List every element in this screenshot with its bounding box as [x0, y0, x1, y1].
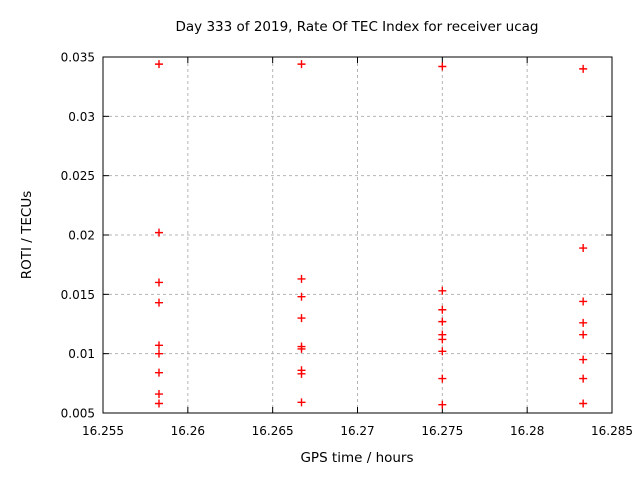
- plot-border: [102, 56, 613, 414]
- y-tick-labels: 0.005 0.01 0.015 0.02 0.025 0.03 0.035: [61, 51, 95, 421]
- data-point-marker: [297, 274, 306, 283]
- x-tick-label: 16.285: [591, 424, 633, 438]
- data-point-marker: [579, 297, 588, 306]
- y-tick-label: 0.005: [61, 407, 95, 421]
- data-point-marker: [579, 399, 588, 408]
- gridlines: [103, 57, 612, 413]
- chart-title: Day 333 of 2019, Rate Of TEC Index for r…: [176, 19, 539, 35]
- data-point-marker: [154, 278, 163, 287]
- y-tick-label: 0.015: [61, 288, 95, 302]
- y-tick-label: 0.01: [68, 347, 95, 361]
- y-tick-label: 0.025: [61, 169, 95, 183]
- data-point-marker: [438, 286, 447, 295]
- data-point-marker: [297, 314, 306, 323]
- data-point-marker: [438, 62, 447, 71]
- data-point-marker: [579, 318, 588, 327]
- data-point-marker: [438, 335, 447, 344]
- x-tick-label: 16.265: [252, 424, 294, 438]
- data-point-marker: [154, 368, 163, 377]
- data-point-marker: [438, 317, 447, 326]
- data-point-marker: [154, 298, 163, 307]
- data-point-marker: [579, 374, 588, 383]
- data-point-marker: [579, 64, 588, 73]
- data-point-marker: [154, 228, 163, 237]
- data-point-marker: [154, 349, 163, 358]
- data-point-marker: [154, 341, 163, 350]
- x-tick-label: 16.27: [340, 424, 374, 438]
- x-tick-labels: 16.255 16.26 16.265 16.27 16.275 16.28 16.285: [82, 424, 633, 438]
- y-tick-label: 0.02: [68, 229, 95, 243]
- x-tick-label: 16.26: [171, 424, 205, 438]
- data-point-marker: [438, 347, 447, 356]
- x-axis-label: GPS time / hours: [300, 450, 413, 466]
- data-point-marker: [579, 244, 588, 253]
- y-tick-label: 0.03: [68, 110, 95, 124]
- data-point-marker: [297, 344, 306, 353]
- data-point-marker: [297, 292, 306, 301]
- data-point-marker: [297, 369, 306, 378]
- data-point-marker: [297, 60, 306, 69]
- data-point-marker: [297, 398, 306, 407]
- data-point-marker: [438, 374, 447, 383]
- data-point-marker: [154, 399, 163, 408]
- data-point-marker: [579, 355, 588, 364]
- data-points: [154, 60, 588, 409]
- data-point-marker: [154, 390, 163, 399]
- data-point-marker: [438, 400, 447, 409]
- x-tick-label: 16.255: [82, 424, 124, 438]
- x-tick-label: 16.28: [510, 424, 544, 438]
- data-point-marker: [579, 330, 588, 339]
- data-point-marker: [154, 60, 163, 69]
- data-point-marker: [438, 305, 447, 314]
- x-tick-label: 16.275: [421, 424, 463, 438]
- y-tick-label: 0.035: [61, 51, 95, 65]
- y-axis-label: ROTI / TECUs: [19, 191, 35, 279]
